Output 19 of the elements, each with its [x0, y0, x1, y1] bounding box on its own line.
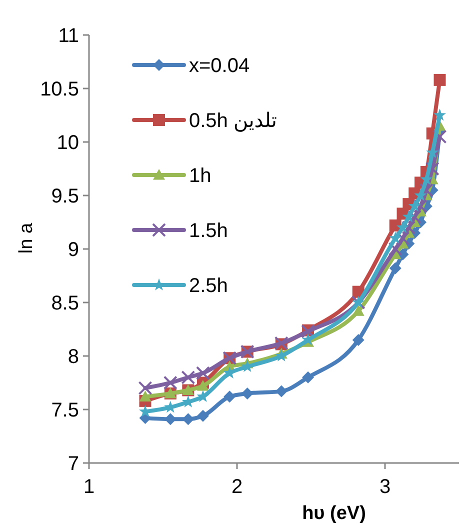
y-tick-label: 10.5: [40, 78, 79, 100]
y-tick-label: 9: [68, 239, 79, 261]
y-tick-label: 8.5: [51, 292, 79, 314]
y-tick-label: 11: [58, 25, 79, 47]
x-tick-label: 2: [231, 476, 243, 498]
y-axis-title: ln a: [16, 222, 37, 254]
x-tick-label: 3: [379, 476, 391, 498]
legend-label: 1.5h: [189, 220, 228, 242]
x-tick-label: 1: [83, 476, 95, 498]
legend-label: x=0.04: [189, 55, 250, 77]
y-tick-label: 7: [68, 453, 79, 475]
legend-label: 2.5h: [189, 275, 228, 297]
legend-label: 1h: [189, 165, 212, 187]
legend-label: 0.5h تلدين: [189, 110, 277, 132]
x-axis-title: hυ (eV): [302, 503, 366, 524]
y-tick-label: 10: [56, 132, 79, 154]
y-tick-label: 9.5: [51, 186, 79, 208]
y-tick-label: 8: [68, 346, 79, 368]
y-tick-label: 7.5: [51, 400, 79, 422]
